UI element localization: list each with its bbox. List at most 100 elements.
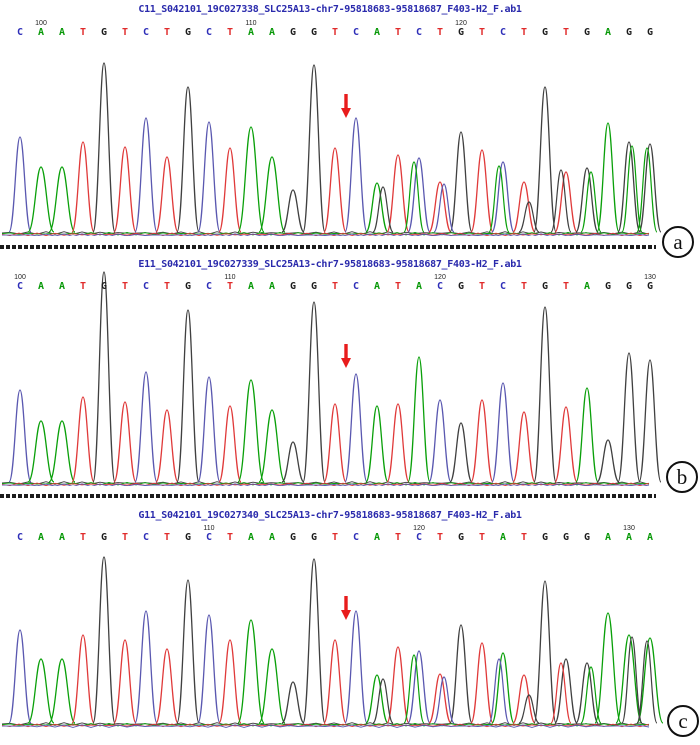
trace-peak-t — [386, 154, 410, 233]
sequence-base-t: T — [226, 27, 234, 38]
sequence-base-g: G — [583, 27, 591, 38]
position-marker: 120 — [413, 525, 425, 532]
trace-peak-a — [491, 652, 515, 724]
sequence-base-t: T — [163, 281, 171, 292]
trace-peak-g — [302, 558, 326, 724]
sequence-base-t: T — [163, 27, 171, 38]
trace-peak-t — [218, 405, 242, 483]
sequence-base-c: C — [415, 27, 423, 38]
trace-peak-a — [48, 658, 76, 724]
sequence-base-t: T — [331, 532, 339, 543]
trace-peak-g — [533, 86, 557, 233]
trace-peak-t — [470, 642, 494, 724]
sequence-base-c: C — [436, 281, 444, 292]
trace-peak-t — [386, 403, 410, 483]
sequence-base-g: G — [289, 281, 297, 292]
trace-peak-t — [554, 406, 578, 483]
trace-peak-c — [344, 610, 368, 724]
position-marker: 130 — [623, 525, 635, 532]
sequence-base-a: A — [604, 532, 612, 543]
sequence-base-g: G — [184, 281, 192, 292]
sequence-base-g: G — [310, 532, 318, 543]
sequence-base-c: C — [499, 27, 507, 38]
trace-peak-c — [134, 610, 158, 724]
trace-secondary-peak-g — [518, 694, 540, 724]
position-marker: 110 — [203, 525, 215, 532]
sequence-base-g: G — [100, 281, 108, 292]
trace-secondary-peak-c — [433, 676, 455, 724]
sequence-base-a: A — [268, 27, 276, 38]
trace-secondary-peak-g — [372, 678, 394, 724]
sequence-base-a: A — [268, 281, 276, 292]
trace-peak-t — [113, 146, 137, 233]
sequence-base-c: C — [142, 532, 150, 543]
sequence-base-t: T — [331, 281, 339, 292]
sequence-base-a: A — [373, 281, 381, 292]
sequence-base-g: G — [541, 532, 549, 543]
sequence-base-c: C — [142, 27, 150, 38]
trace-peak-t — [512, 181, 536, 233]
sequence-base-t: T — [478, 532, 486, 543]
baseline-noise-trace — [2, 483, 650, 486]
sequence-base-t: T — [226, 532, 234, 543]
sequence-base-a: A — [247, 532, 255, 543]
sequence-base-g: G — [583, 532, 591, 543]
sequence-base-g: G — [541, 281, 549, 292]
trace-peak-c — [344, 117, 368, 233]
trace-secondary-peak-a — [621, 145, 643, 233]
baseline-noise-trace — [2, 233, 650, 236]
trace-peak-a — [258, 648, 286, 724]
variant-arrow-head — [341, 358, 351, 368]
trace-peak-a — [27, 658, 55, 724]
panel-c-label-letter: c — [678, 708, 688, 733]
sequence-base-g: G — [310, 281, 318, 292]
trace-peak-t — [323, 147, 347, 233]
trace-peak-g — [281, 189, 305, 233]
trace-peak-a — [594, 612, 622, 724]
trace-secondary-peak-a — [488, 165, 510, 233]
trace-peak-t — [71, 634, 95, 724]
trace-peak-g — [92, 271, 116, 483]
sequence-base-a: A — [499, 532, 507, 543]
sequence-base-g: G — [457, 532, 465, 543]
trace-peak-a — [365, 674, 389, 724]
panel-b: E11_S042101_19C027339_SLC25A13-chr7-9581… — [0, 255, 700, 500]
trace-peak-t — [155, 648, 179, 724]
panel-c-title: G11_S042101_19C027340_SLC25A13-chr7-9581… — [138, 510, 522, 521]
sequence-base-c: C — [205, 281, 213, 292]
sequence-base-g: G — [184, 27, 192, 38]
position-marker: 120 — [455, 20, 467, 27]
panel-b-label: b — [666, 461, 698, 493]
sequence-base-t: T — [520, 281, 528, 292]
sequence-base-t: T — [394, 532, 402, 543]
trace-secondary-peak-c — [433, 183, 455, 233]
sequence-base-t: T — [163, 532, 171, 543]
sequence-base-g: G — [625, 281, 633, 292]
trace-peak-c — [134, 117, 158, 233]
sequence-base-c: C — [16, 532, 24, 543]
trace-peak-a — [27, 166, 55, 233]
sequence-base-t: T — [394, 281, 402, 292]
sequence-base-a: A — [58, 532, 66, 543]
trace-peak-t — [155, 156, 179, 233]
trace-secondary-peak-g — [372, 186, 394, 233]
sequence-base-t: T — [436, 532, 444, 543]
sequence-base-t: T — [520, 27, 528, 38]
trace-peak-a — [48, 420, 76, 483]
trace-peak-c — [8, 136, 32, 233]
sequence-base-a: A — [646, 532, 654, 543]
trace-peak-g — [176, 309, 200, 483]
panel-c: G11_S042101_19C027340_SLC25A13-chr7-9581… — [0, 505, 700, 745]
trace-peak-g — [449, 131, 473, 233]
position-marker: 100 — [35, 20, 47, 27]
trace-peak-c — [134, 371, 158, 483]
trace-peak-g — [449, 624, 473, 724]
trace-peak-g — [281, 441, 305, 483]
trace-peak-c — [344, 373, 368, 483]
trace-secondary-peak-t — [550, 662, 572, 724]
sequence-base-c: C — [415, 532, 423, 543]
sequence-base-g: G — [184, 532, 192, 543]
trace-peak-t — [512, 411, 536, 483]
sequence-base-t: T — [478, 27, 486, 38]
